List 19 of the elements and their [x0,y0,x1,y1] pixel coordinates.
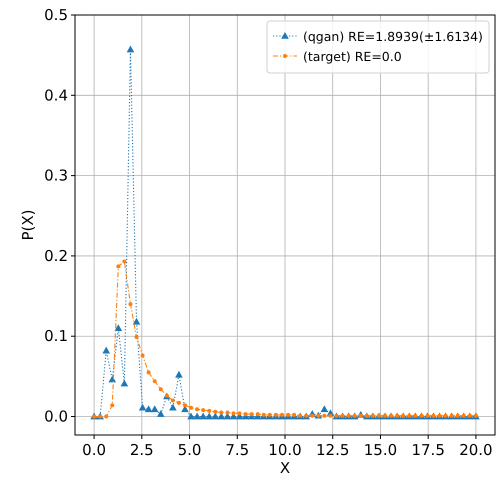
y-axis-title: P(X) [19,209,37,241]
x-tick-label: 15.0 [364,441,398,459]
y-tick-label: 0.4 [44,86,68,104]
x-tick-label: 10.0 [268,441,302,459]
x-tick-label: 0.0 [82,441,106,459]
y-tick-label: 0.5 [44,6,68,24]
y-tick-label: 0.2 [44,246,68,265]
y-tick-label: 0.1 [44,327,68,346]
y-tick-label: 0.3 [44,166,68,185]
x-tick-label: 7.5 [225,441,250,459]
x-tick-label: 2.5 [130,441,154,459]
x-tick-label: 17.5 [411,441,445,459]
y-tick-label: 0.0 [44,408,68,426]
x-tick-label: 5.0 [178,441,202,459]
x-tick-label: 20.0 [459,441,493,459]
legend-label: (qgan) RE=1.8939(±1.6134) [303,29,483,44]
x-axis-title: X [280,459,290,477]
x-tick-label: 12.5 [316,441,350,459]
legend-label: (target) RE=0.0 [303,49,402,64]
